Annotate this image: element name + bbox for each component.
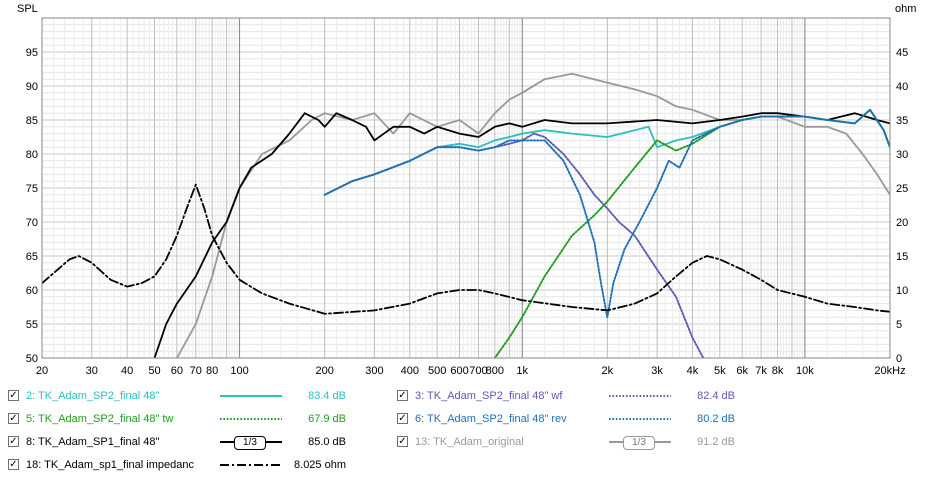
x-tick-label: 6k [736, 365, 748, 377]
x-tick-label: 100 [230, 365, 248, 377]
legend-value: 83.4 dB [308, 390, 346, 402]
legend-swatch [609, 395, 671, 397]
legend-value: 91.2 dB [697, 436, 735, 448]
legend-label: 6: TK_Adam_SP2_final 48" rev [415, 413, 567, 425]
x-tick-label: 500 [428, 365, 446, 377]
legend-item[interactable]: ✓ 2: TK_Adam_SP2_final 48" 83.4 dB [8, 386, 388, 406]
x-tick-label: 30 [86, 365, 98, 377]
legend-item[interactable]: ✓ 5: TK_Adam_SP2_final 48" tw 67.9 dB [8, 409, 388, 429]
legend-item[interactable]: ✓ 18: TK_Adam_sp1_final impedanc 8.025 ohm [8, 455, 388, 475]
series-line-5 [323, 108, 890, 319]
y2-tick-label: 0 [896, 353, 902, 365]
x-tick-label: 200 [315, 365, 333, 377]
y2-tick-label: 30 [896, 149, 908, 161]
legend-label: 2: TK_Adam_SP2_final 48" [26, 390, 160, 402]
x-tick-label: 800 [486, 365, 504, 377]
legend-item[interactable]: ✓ 13: TK_Adam_original 1/3 91.2 dB [397, 432, 777, 452]
left-axis-title: SPL [17, 3, 38, 15]
legend-checkbox[interactable]: ✓ [8, 390, 19, 401]
x-tick-label: 20 [36, 365, 48, 377]
y-tick-label: 80 [26, 149, 38, 161]
y-tick-label: 60 [26, 285, 38, 297]
legend-label: 5: TK_Adam_SP2_final 48" tw [26, 413, 174, 425]
x-tick-label: 10k [796, 365, 814, 377]
x-tick-label: 300 [365, 365, 383, 377]
legend-swatch [609, 418, 671, 420]
legend-item[interactable]: ✓ 8: TK_Adam_SP1_final 48" 1/3 85.0 dB [8, 432, 388, 452]
x-tick-label: 7k [755, 365, 767, 377]
grid-lines [42, 18, 890, 358]
y-tick-label: 50 [26, 353, 38, 365]
x-tick-label: 60 [171, 365, 183, 377]
right-axis-title: ohm [895, 3, 916, 15]
y2-tick-label: 10 [896, 285, 908, 297]
legend-swatch [220, 418, 282, 420]
y2-tick-label: 45 [896, 47, 908, 59]
x-tick-label: 20kHz [874, 365, 905, 377]
x-tick-label: 400 [401, 365, 419, 377]
x-tick-label: 4k [687, 365, 699, 377]
legend-checkbox[interactable]: ✓ [397, 436, 408, 447]
smoothing-badge: 1/3 [623, 436, 655, 450]
smoothing-badge: 1/3 [234, 436, 266, 450]
x-tick-label: 700 [469, 365, 487, 377]
legend: ✓ 2: TK_Adam_SP2_final 48" 83.4 dB ✓ 3: TK_A… [0, 382, 947, 483]
y2-tick-label: 15 [896, 251, 908, 263]
y-tick-label: 65 [26, 251, 38, 263]
y-tick-label: 90 [26, 81, 38, 93]
legend-item[interactable]: ✓ 3: TK_Adam_SP2_final 48" wf 82.4 dB [397, 386, 777, 406]
x-tick-label: 3k [651, 365, 663, 377]
y-tick-label: 95 [26, 47, 38, 59]
y2-tick-label: 25 [896, 183, 908, 195]
y-tick-label: 75 [26, 183, 38, 195]
legend-swatch [220, 395, 282, 397]
legend-checkbox[interactable]: ✓ [8, 413, 19, 424]
y-tick-label: 55 [26, 319, 38, 331]
x-tick-label: 80 [206, 365, 218, 377]
series-line-6 [42, 183, 890, 315]
x-tick-label: 5k [714, 365, 726, 377]
plot-frame [41, 17, 891, 359]
legend-value: 82.4 dB [697, 390, 735, 402]
legend-label: 13: TK_Adam_original [415, 436, 524, 448]
x-tick-label: 50 [148, 365, 160, 377]
legend-swatch [220, 464, 282, 466]
y-tick-label: 70 [26, 217, 38, 229]
x-tick-label: 2k [602, 365, 614, 377]
legend-checkbox[interactable]: ✓ [8, 436, 19, 447]
x-tick-label: 40 [121, 365, 133, 377]
y2-tick-label: 20 [896, 217, 908, 229]
legend-checkbox[interactable]: ✓ [8, 459, 19, 470]
legend-checkbox[interactable]: ✓ [397, 413, 408, 424]
legend-label: 8: TK_Adam_SP1_final 48" [26, 436, 160, 448]
curves [42, 72, 890, 358]
legend-value: 85.0 dB [308, 436, 346, 448]
legend-value: 8.025 ohm [294, 459, 346, 471]
legend-checkbox[interactable]: ✓ [397, 390, 408, 401]
legend-value: 80.2 dB [697, 413, 735, 425]
x-tick-label: 8k [772, 365, 784, 377]
x-tick-label: 600 [450, 365, 468, 377]
legend-value: 67.9 dB [308, 413, 346, 425]
y2-tick-label: 35 [896, 115, 908, 127]
legend-label: 18: TK_Adam_sp1_final impedanc [26, 459, 194, 471]
y2-tick-label: 5 [896, 319, 902, 331]
x-tick-label: 1k [516, 365, 528, 377]
legend-item[interactable]: ✓ 6: TK_Adam_SP2_final 48" rev 80.2 dB [397, 409, 777, 429]
x-tick-label: 70 [190, 365, 202, 377]
y-tick-label: 85 [26, 115, 38, 127]
series-line-1 [153, 112, 890, 358]
y2-tick-label: 40 [896, 81, 908, 93]
legend-label: 3: TK_Adam_SP2_final 48" wf [415, 390, 563, 402]
